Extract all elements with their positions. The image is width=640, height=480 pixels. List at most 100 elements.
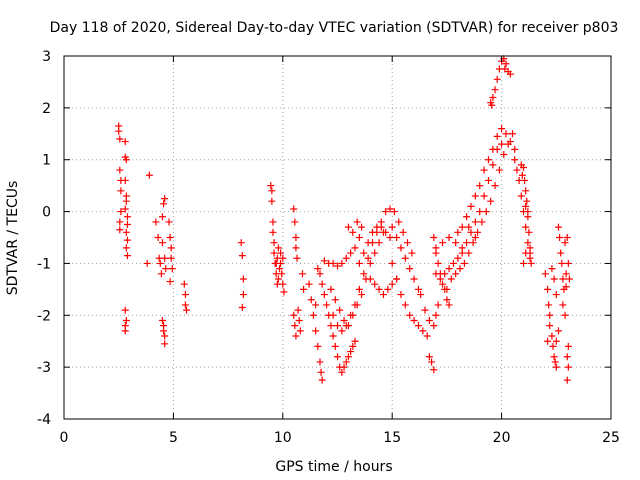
data-point	[160, 322, 168, 330]
data-point	[269, 218, 277, 226]
data-point	[270, 249, 278, 257]
data-point	[123, 252, 131, 260]
data-point	[371, 280, 379, 288]
data-point	[165, 218, 173, 226]
data-point	[334, 322, 341, 330]
data-point	[563, 376, 571, 384]
data-point	[509, 130, 517, 138]
data-point	[419, 327, 427, 335]
data-point	[364, 254, 372, 262]
data-point	[393, 234, 401, 241]
data-point	[355, 259, 363, 267]
data-point	[116, 218, 124, 226]
data-point	[463, 213, 471, 221]
data-point	[511, 145, 519, 153]
data-point	[401, 301, 409, 309]
data-point	[443, 296, 451, 304]
data-point	[548, 265, 556, 273]
data-point	[121, 138, 129, 146]
data-point	[550, 353, 558, 361]
data-point	[439, 280, 447, 288]
data-point	[375, 285, 383, 293]
x-axis-label: GPS time / hours	[275, 459, 392, 475]
data-point	[562, 283, 570, 291]
data-point	[291, 322, 299, 330]
data-point	[347, 311, 355, 319]
data-point	[351, 337, 359, 345]
data-point	[550, 275, 558, 283]
data-point	[239, 275, 247, 283]
data-point	[545, 301, 553, 309]
data-point	[307, 296, 315, 304]
data-point	[452, 270, 460, 278]
data-point	[358, 291, 366, 299]
data-point	[320, 291, 328, 299]
data-point	[277, 249, 285, 257]
data-point	[327, 322, 335, 330]
data-point	[180, 280, 188, 288]
data-point	[471, 192, 479, 200]
data-point	[502, 60, 510, 68]
x-tick-label: 5	[169, 430, 178, 446]
data-point	[121, 327, 129, 335]
data-point	[408, 249, 416, 257]
data-point	[491, 182, 499, 190]
data-point	[305, 280, 313, 288]
data-point	[502, 130, 510, 138]
data-point	[382, 208, 390, 216]
data-point	[491, 86, 499, 94]
data-point	[344, 223, 352, 231]
y-tick-label: 1	[42, 153, 51, 169]
data-point	[344, 353, 352, 361]
data-point	[484, 156, 492, 164]
data-point	[157, 270, 165, 278]
data-point	[384, 285, 392, 293]
data-point	[421, 306, 429, 314]
data-point	[292, 332, 300, 340]
data-point	[517, 192, 525, 200]
y-tick-label: -2	[37, 308, 51, 324]
data-point	[463, 239, 471, 247]
data-point	[417, 291, 425, 299]
data-point	[480, 192, 488, 200]
chart-title: Day 118 of 2020, Sidereal Day-to-day VTE…	[50, 20, 619, 36]
data-point	[158, 213, 166, 221]
data-point	[239, 291, 247, 299]
data-point	[558, 259, 566, 267]
data-point	[181, 301, 189, 309]
data-point	[414, 285, 422, 293]
data-point	[121, 176, 129, 184]
data-point	[273, 254, 281, 262]
data-point	[517, 161, 525, 169]
data-point	[279, 280, 287, 288]
data-point	[331, 342, 339, 350]
data-point	[360, 249, 368, 257]
data-point	[397, 291, 405, 299]
data-point	[291, 218, 299, 226]
data-point	[434, 259, 442, 267]
data-point	[181, 291, 189, 299]
data-point	[238, 304, 246, 312]
y-tick-labels: -4 -3 -2 -1 0 1 2 3	[37, 49, 51, 428]
data-point	[488, 101, 496, 109]
data-point	[342, 254, 350, 262]
data-point	[436, 275, 444, 283]
data-point	[561, 239, 569, 247]
data-point	[143, 259, 151, 267]
data-point	[476, 182, 484, 190]
data-point	[454, 228, 462, 236]
data-point	[161, 340, 169, 348]
data-point	[329, 332, 337, 340]
data-point	[167, 254, 175, 262]
data-point	[548, 332, 556, 340]
data-point	[404, 239, 412, 247]
data-point	[298, 270, 306, 278]
data-point	[268, 197, 276, 205]
data-point	[428, 358, 436, 366]
data-point	[476, 208, 484, 216]
data-point	[338, 259, 346, 267]
data-point	[527, 259, 535, 267]
data-point	[445, 265, 453, 273]
data-point	[546, 311, 554, 319]
